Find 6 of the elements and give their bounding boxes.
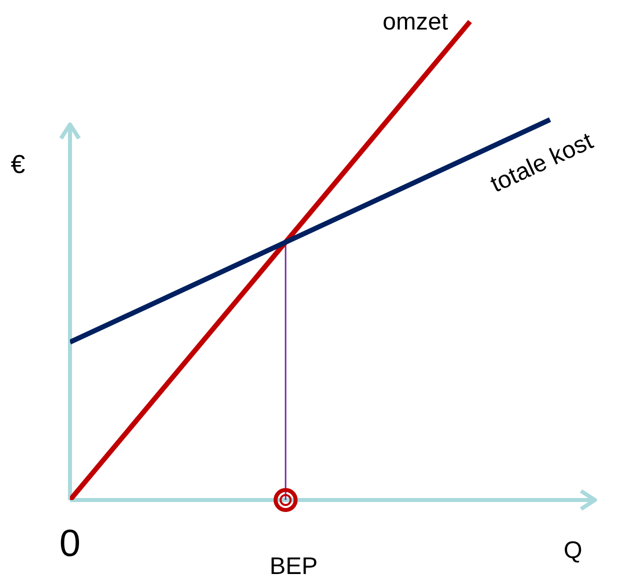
series-label: omzet — [382, 8, 448, 36]
text: 0 — [59, 523, 81, 565]
y-axis-title: € — [10, 149, 26, 179]
text: totale kost — [486, 127, 598, 198]
text: BEP — [270, 553, 318, 580]
x-axis-title: Q — [564, 537, 582, 564]
